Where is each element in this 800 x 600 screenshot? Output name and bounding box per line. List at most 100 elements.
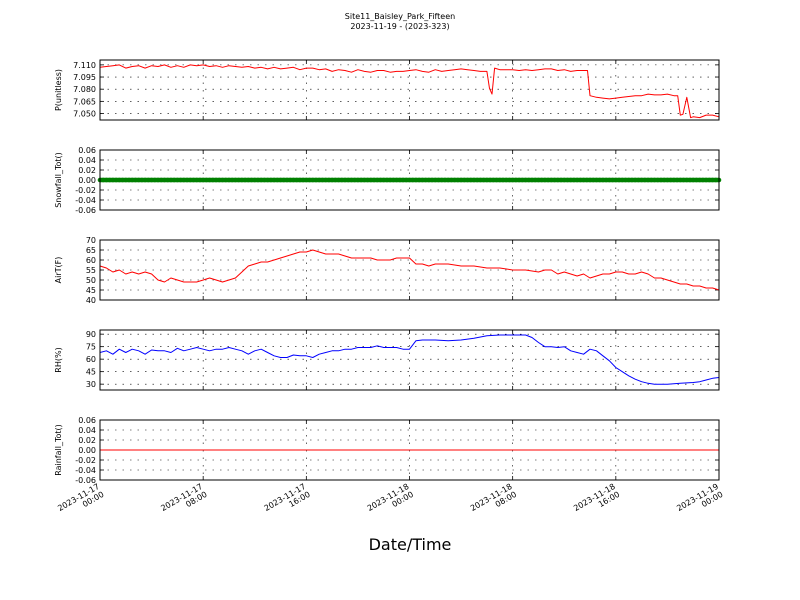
data-point xyxy=(242,177,248,183)
x-tick-label: 2023-11-1816:00 xyxy=(572,482,621,521)
data-point xyxy=(500,177,506,183)
data-point xyxy=(384,177,390,183)
series-line xyxy=(99,334,720,385)
data-point xyxy=(362,177,367,183)
data-point xyxy=(697,177,702,183)
data-point xyxy=(365,177,370,183)
data-point xyxy=(603,177,609,183)
y-axis-label: P(unitless) xyxy=(54,69,63,111)
data-point xyxy=(136,177,141,183)
data-point xyxy=(281,177,287,183)
data-point xyxy=(632,177,638,183)
y-tick-label: 7.095 xyxy=(73,73,96,82)
data-point xyxy=(410,177,416,183)
x-axis-label: Date/Time xyxy=(369,535,452,554)
data-point xyxy=(639,177,644,183)
data-point xyxy=(458,177,464,183)
data-point xyxy=(378,177,383,183)
data-point xyxy=(536,177,541,183)
data-point xyxy=(226,177,232,183)
x-axis-ticks: 2023-11-1700:00 2023-11-1708:00 2023-11-17… xyxy=(56,482,724,521)
data-point xyxy=(552,177,557,183)
y-tick-label: 0.02 xyxy=(78,166,96,175)
data-point xyxy=(442,177,448,183)
y-tick-label: 70 xyxy=(86,236,96,245)
x-tick-label: 2023-11-1808:00 xyxy=(469,482,518,521)
data-point xyxy=(146,177,151,183)
data-point xyxy=(568,177,573,183)
data-point xyxy=(349,177,354,183)
data-point xyxy=(455,177,461,183)
data-point xyxy=(107,177,112,183)
data-point xyxy=(452,177,457,183)
data-point xyxy=(397,177,403,183)
data-point xyxy=(439,177,445,183)
data-point xyxy=(239,177,245,183)
data-point xyxy=(510,177,515,183)
data-point xyxy=(565,177,570,183)
data-point xyxy=(468,177,474,183)
data-point xyxy=(436,177,441,183)
data-point xyxy=(571,177,577,183)
data-point xyxy=(339,177,345,183)
data-point xyxy=(413,177,419,183)
data-point xyxy=(684,177,690,183)
data-point xyxy=(184,177,190,183)
data-point xyxy=(258,177,264,183)
y-tick-label: 0.06 xyxy=(78,416,96,425)
y-tick-label: 65 xyxy=(86,246,96,255)
data-point xyxy=(491,177,496,183)
data-point xyxy=(648,177,654,183)
data-point xyxy=(578,177,583,183)
data-point xyxy=(381,177,387,183)
panel-1: 7.110 7.095 7.080 7.065 7.050 P(unitless) xyxy=(54,59,720,121)
y-tick-label: 45 xyxy=(86,368,96,377)
data-point xyxy=(465,177,470,183)
series-line xyxy=(99,64,720,119)
data-point xyxy=(681,177,686,183)
data-point xyxy=(278,177,283,183)
data-point xyxy=(542,177,548,183)
data-point xyxy=(252,177,258,183)
data-point xyxy=(497,177,503,183)
data-point xyxy=(323,177,328,183)
plot-frame xyxy=(99,149,720,211)
y-tick-label: 0.06 xyxy=(78,146,96,155)
y-axis-label: Rainfall_Tot() xyxy=(54,424,63,476)
data-point xyxy=(181,177,187,183)
data-point xyxy=(352,177,357,183)
data-point xyxy=(162,177,167,183)
data-point xyxy=(613,177,619,183)
data-point xyxy=(371,177,377,183)
data-point xyxy=(587,177,593,183)
data-point xyxy=(494,177,499,183)
data-point xyxy=(142,177,148,183)
data-point xyxy=(665,177,670,183)
data-point xyxy=(294,177,299,183)
data-point xyxy=(529,177,535,183)
chart-title: Site11_Baisley_Park_Fifteen xyxy=(345,12,455,21)
data-point xyxy=(220,177,225,183)
y-tick-label: 40 xyxy=(86,296,96,305)
data-point xyxy=(194,177,200,183)
data-point xyxy=(600,177,606,183)
data-point xyxy=(200,177,206,183)
data-point xyxy=(403,177,409,183)
x-tick-label: 2023-11-1700:00 xyxy=(56,482,105,521)
y-tick-label: -0.02 xyxy=(75,456,96,465)
data-point xyxy=(120,177,125,183)
data-point xyxy=(275,177,280,183)
y-tick-label: 50 xyxy=(86,276,96,285)
panel-2: 0.060.040.020.00-0.02-0.04-0.06 Snowfall_… xyxy=(54,146,722,215)
y-tick-label: 0.00 xyxy=(78,176,96,185)
data-point xyxy=(581,177,586,183)
data-point xyxy=(549,177,554,183)
data-point xyxy=(713,177,719,183)
data-point xyxy=(513,177,519,183)
y-tick-label: 45 xyxy=(86,286,96,295)
data-point xyxy=(520,177,525,183)
data-point xyxy=(246,177,251,183)
data-point xyxy=(165,177,171,183)
data-point xyxy=(623,177,628,183)
data-point xyxy=(262,177,267,183)
